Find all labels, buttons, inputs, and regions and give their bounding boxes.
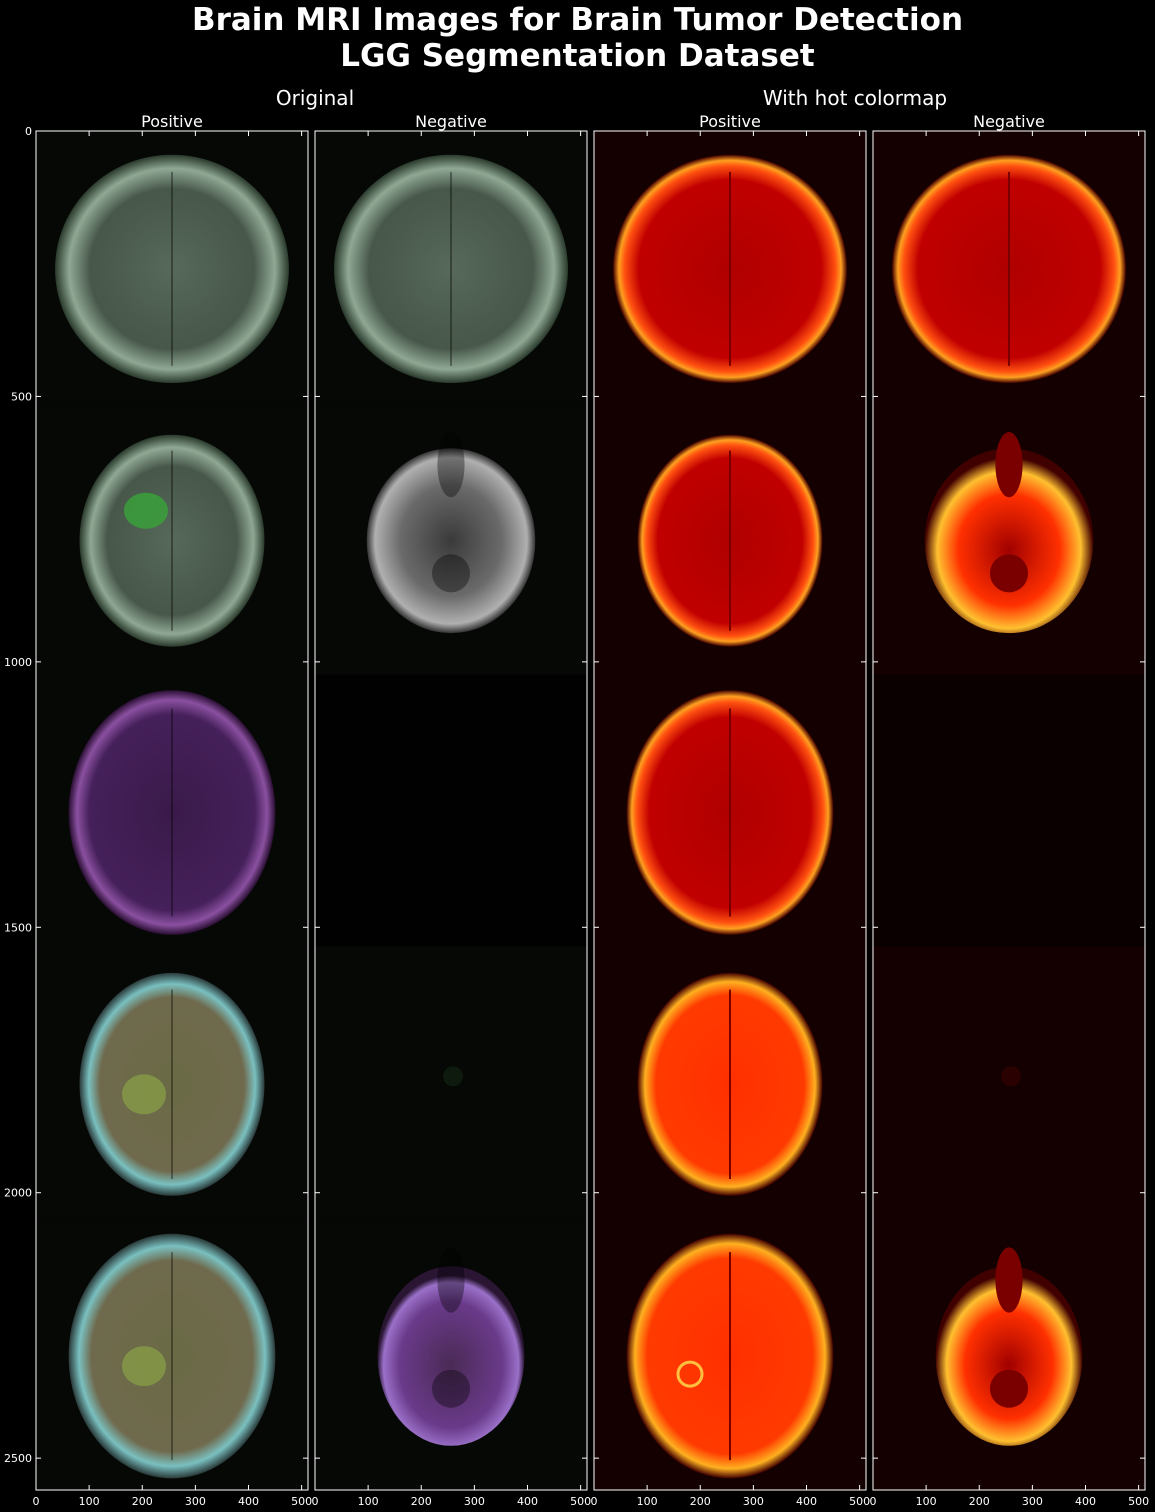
figure-title: Brain MRI Images for Brain Tumor Detecti… — [0, 2, 1155, 74]
mri-slice-skull-base — [924, 448, 1094, 634]
y-tick-label: 0 — [25, 125, 32, 138]
x-tick-label: 100 — [916, 1495, 937, 1508]
tumor-region — [122, 1074, 166, 1115]
axes-panel-3: 0 100 200 300 400 500 — [591, 130, 870, 1508]
x-tick-label: 0 — [870, 1495, 877, 1508]
mri-slice-background — [315, 674, 587, 947]
brainstem — [431, 554, 471, 593]
y-tick-label: 2500 — [4, 1452, 32, 1465]
mri-slice-brain-purple — [68, 690, 276, 935]
nasal-cavity — [995, 431, 1023, 498]
tumor-region — [124, 492, 168, 529]
x-tick-label: 200 — [969, 1495, 990, 1508]
mri-slice-brain-large-teal — [68, 1233, 276, 1479]
x-tick-label: 500 — [291, 1495, 312, 1508]
axes-frame — [314, 130, 588, 1491]
x-tick-label: 200 — [690, 1495, 711, 1508]
tumor-region — [676, 1360, 704, 1388]
y-tick-label: 2000 — [4, 1187, 32, 1200]
figure-title-line2: LGG Segmentation Dataset — [340, 38, 815, 74]
column-title-original-negative: Negative — [415, 112, 487, 131]
nasal-cavity — [995, 1247, 1023, 1313]
x-tick-label: 300 — [464, 1495, 485, 1508]
panel-column-3 — [594, 131, 866, 1490]
axes-panel-1: 0 100 200 300 400 500 0 500 1000 1500 2000 2500 — [4, 125, 312, 1508]
axes-panel-2: 0 100 200 300 400 500 — [312, 130, 591, 1508]
faint-spot — [443, 1066, 463, 1087]
x-tick-label: 400 — [1075, 1495, 1096, 1508]
mri-slice-brain-teal-ring — [79, 972, 265, 1196]
axes-frame — [872, 130, 1146, 1491]
tumor-region — [122, 1346, 166, 1387]
mri-slice-skull-base-purple — [377, 1266, 525, 1446]
axes-frame — [593, 130, 867, 1491]
panel-column-4 — [873, 131, 1145, 1490]
x-tick-label: 300 — [185, 1495, 206, 1508]
x-tick-label: 0 — [312, 1495, 319, 1508]
y-tick-label: 500 — [11, 390, 32, 403]
brainstem — [431, 1369, 471, 1408]
mri-slice-brain-axial-green — [55, 154, 289, 384]
column-title-hot-positive: Positive — [699, 112, 761, 131]
y-tick-label: 1500 — [4, 921, 32, 934]
axes-frame — [35, 130, 309, 1491]
nasal-cavity — [437, 1247, 465, 1313]
mri-slice-skull-base-gray — [366, 448, 536, 634]
x-tick-label: 100 — [79, 1495, 100, 1508]
x-tick-label: 400 — [796, 1495, 817, 1508]
x-tick-label: 100 — [637, 1495, 658, 1508]
panel-column-1 — [36, 131, 308, 1490]
group-title-hot-colormap: With hot colormap — [762, 86, 948, 110]
faint-spot — [1001, 1066, 1021, 1087]
x-tick-label: 500 — [849, 1495, 870, 1508]
x-tick-label: 500 — [1128, 1495, 1149, 1508]
x-tick-label: 400 — [517, 1495, 538, 1508]
x-tick-label: 500 — [570, 1495, 591, 1508]
figure-title-line1: Brain MRI Images for Brain Tumor Detecti… — [191, 2, 964, 38]
x-tick-label: 100 — [358, 1495, 379, 1508]
x-tick-label: 200 — [411, 1495, 432, 1508]
column-title-original-positive: Positive — [141, 112, 203, 131]
nasal-cavity — [437, 431, 465, 498]
group-title-original: Original — [275, 86, 355, 110]
column-title-hot-negative: Negative — [973, 112, 1045, 131]
panel-column-2 — [315, 131, 587, 1490]
mri-slice-brain-axial-green — [334, 154, 568, 384]
mri-slice-background — [873, 674, 1145, 947]
mri-slice-brain-small-green-tumor — [79, 434, 265, 647]
y-tick-label: 1000 — [4, 656, 32, 669]
brainstem — [989, 1369, 1029, 1408]
x-tick-label: 0 — [33, 1495, 40, 1508]
mri-slice-skull-base-bright — [935, 1266, 1083, 1446]
x-tick-label: 0 — [591, 1495, 598, 1508]
x-tick-label: 400 — [238, 1495, 259, 1508]
axes-panel-4: 0 100 200 300 400 500 — [870, 130, 1149, 1508]
brainstem — [989, 554, 1029, 593]
x-tick-label: 300 — [743, 1495, 764, 1508]
x-tick-label: 200 — [132, 1495, 153, 1508]
x-tick-label: 300 — [1022, 1495, 1043, 1508]
